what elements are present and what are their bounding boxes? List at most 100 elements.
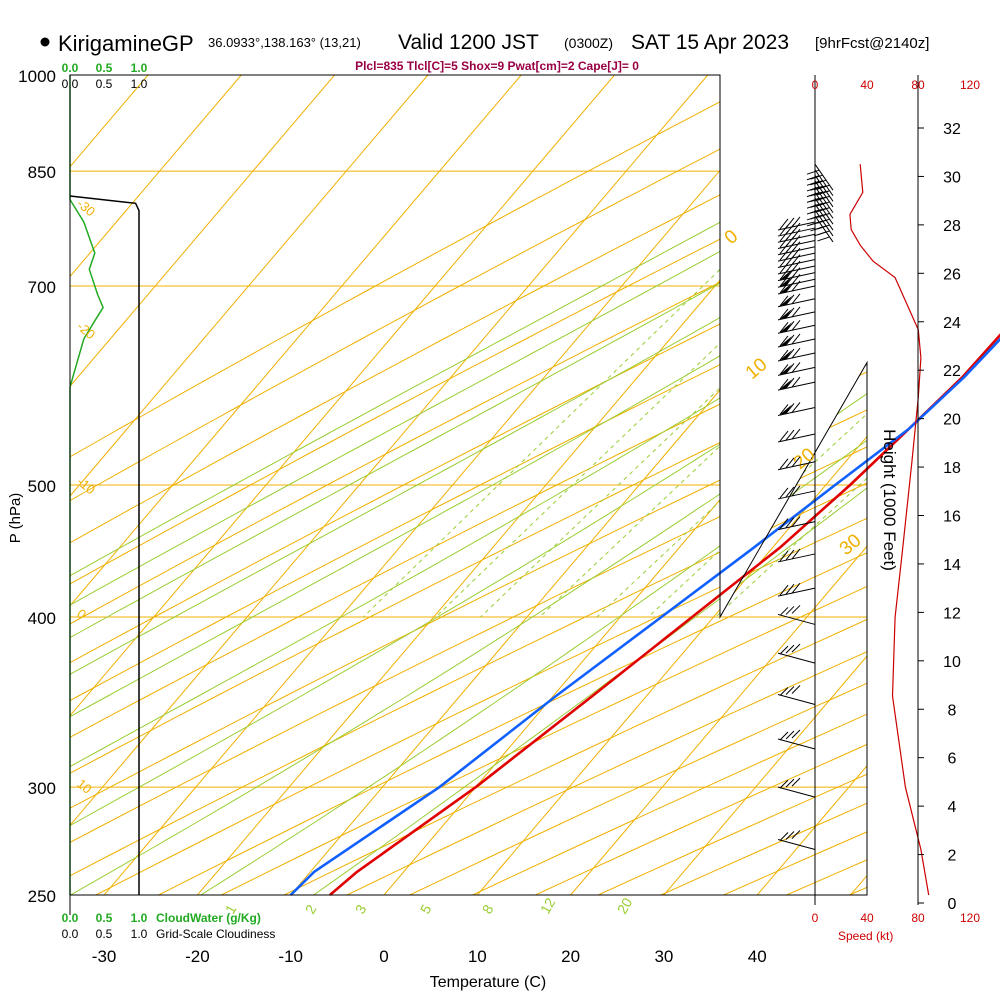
- top-cloudwater-tick: 0.5: [96, 61, 113, 75]
- wind-barb-flag: [806, 203, 820, 209]
- wind-barb-pennant: [780, 276, 792, 287]
- wind-barb-flag: [779, 282, 789, 294]
- wind-barb-flag: [785, 363, 795, 374]
- wind-barb-flag: [779, 731, 789, 741]
- wind-barb-flag: [791, 729, 801, 739]
- isotherm-line: [70, 75, 522, 895]
- wind-barbs: [777, 163, 834, 850]
- wind-barb-shaft: [814, 209, 834, 237]
- mixing-ratio-label: 8: [479, 902, 497, 917]
- mixing-ratio-line: [480, 75, 867, 618]
- wind-barb-icon: [777, 729, 816, 750]
- dry-adiabat-line: [70, 75, 867, 895]
- wind-barb-icon: [777, 548, 816, 563]
- mixing-ratio-label: 3: [352, 902, 370, 917]
- wind-barb-flag: [779, 584, 789, 596]
- wind-barb-flag: [806, 215, 820, 221]
- temp-tick-label: 20: [561, 947, 580, 966]
- dry-adiabat-line: [297, 75, 867, 895]
- wind-barb-flag: [779, 262, 789, 274]
- isotherm-label: 10: [74, 776, 95, 797]
- station-coords: 36.0933°,138.163° (13,21): [208, 35, 361, 50]
- height-tick-label: 26: [943, 266, 961, 283]
- bottom-cloudiness-tick: 1.0: [131, 927, 148, 941]
- wind-barb-icon: [777, 485, 816, 500]
- height-tick-label: 14: [943, 557, 961, 574]
- wind-barb-icon: [777, 280, 816, 295]
- station-bullet-icon: [40, 37, 50, 47]
- wind-barb-pennant: [780, 364, 792, 375]
- wind-barb-flag: [785, 403, 795, 414]
- wind-barb-flag: [791, 280, 801, 292]
- height-tick-label: 8: [948, 702, 957, 719]
- wind-barb-flag: [785, 334, 795, 346]
- wind-barb-flag: [779, 295, 789, 307]
- wind-barb-flag: [785, 486, 795, 498]
- wind-barb-shaft: [814, 175, 834, 202]
- wind-barb-flag: [791, 485, 801, 497]
- mixing-ratio-label: 20: [614, 895, 636, 917]
- isotherm-label: -10: [74, 474, 98, 498]
- wind-barb-pennant: [780, 322, 792, 333]
- wind-barb-flag: [779, 645, 789, 655]
- wind-barb-flag: [779, 308, 789, 320]
- height-tick-label: 32: [943, 121, 961, 138]
- wind-barb-shaft: [814, 180, 834, 208]
- wind-barb-flag: [791, 456, 801, 468]
- wind-barb-shaft: [777, 521, 816, 531]
- wind-barb-flag: [806, 175, 820, 181]
- temp-tick-label: 30: [654, 947, 673, 966]
- height-axis-title: Height (1000 Feet): [880, 429, 899, 571]
- dry-adiabat-line: [70, 75, 867, 895]
- wind-barb-icon: [777, 516, 816, 531]
- speed-tick-top: 80: [911, 78, 925, 92]
- speed-tick-top: 40: [860, 78, 874, 92]
- wind-barb-icon: [777, 362, 816, 376]
- wind-barb-shaft: [814, 197, 834, 225]
- pressure-tick-label: 500: [28, 477, 56, 496]
- wind-barb-flag: [785, 644, 795, 654]
- wind-barb-flag: [785, 429, 795, 441]
- wind-barb-flag: [817, 236, 830, 242]
- wind-barb-shaft: [814, 192, 834, 219]
- wind-barb-shaft: [777, 352, 816, 362]
- wind-barb-flag: [779, 321, 789, 333]
- wind-barb-flag: [791, 293, 801, 305]
- speed-tick-top: 0: [812, 78, 819, 92]
- height-tick-label: 28: [943, 218, 961, 235]
- wind-barb-flag: [791, 548, 801, 560]
- top-cloudiness-tick: 0.5: [96, 77, 113, 91]
- wind-barb-icon: [777, 319, 816, 334]
- wind-barb-shaft: [814, 169, 834, 197]
- forecast-tag: [9hrFcst@2140z]: [815, 35, 929, 52]
- wind-barb-shaft: [814, 203, 834, 231]
- dry-adiabat-line: [70, 75, 867, 895]
- mixing-ratio-line: [715, 75, 867, 618]
- wind-barb-icon: [777, 267, 816, 282]
- wind-barb-shaft: [777, 252, 816, 262]
- mixing-ratio-label: 2: [302, 902, 320, 917]
- isotherm-line: [103, 75, 802, 895]
- isotherm-line: [663, 75, 867, 895]
- wind-barb-pennant: [780, 350, 792, 361]
- station-name: KirigamineGP: [58, 31, 194, 56]
- temp-tick-label: -20: [185, 947, 210, 966]
- wind-barb-flag: [791, 685, 801, 694]
- wind-barb-shaft: [777, 461, 816, 471]
- wind-barb-shaft: [777, 738, 816, 750]
- pressure-tick-label: 1000: [18, 67, 56, 86]
- isotherm-line: [850, 75, 867, 895]
- wind-barb-flag: [785, 606, 795, 615]
- wind-barb-flag: [806, 169, 820, 175]
- top-cloudiness-tick: 1.0: [131, 77, 148, 91]
- dry-adiabat-line: [110, 75, 867, 895]
- dry-adiabat-line: [359, 75, 867, 895]
- wind-barb-shaft: [777, 227, 816, 237]
- wind-barb-flag: [785, 517, 795, 528]
- wind-barb-flag: [779, 607, 789, 616]
- temp-tick-label: -30: [92, 947, 117, 966]
- dry-adiabat-line: [70, 75, 828, 895]
- dry-adiabat-line: [172, 75, 867, 895]
- pressure-tick-label: 700: [28, 278, 56, 297]
- wind-barb-flag: [779, 243, 789, 255]
